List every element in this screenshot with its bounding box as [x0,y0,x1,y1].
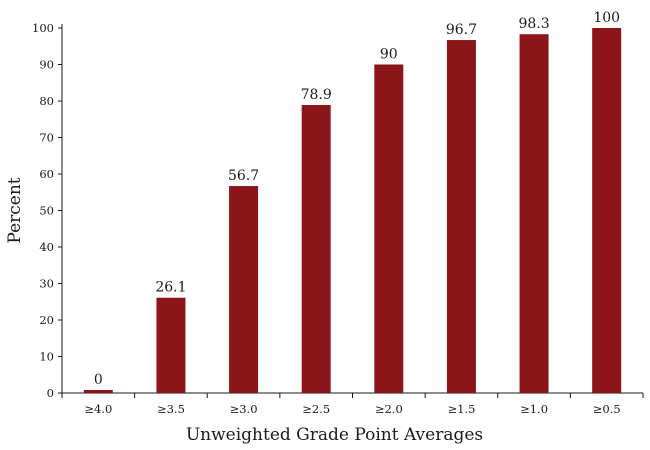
x-tick-label: ≥3.0 [230,402,258,416]
y-tick-label: 10 [39,350,54,364]
y-tick-label: 40 [39,240,54,254]
x-tick-label: ≥1.0 [520,402,548,416]
x-axis: ≥4.0 ≥3.5 ≥3.0 ≥2.5 ≥2.0 ≥1.5 ≥1.0 ≥0.5 [61,392,644,416]
bar-value-label: 98.3 [518,16,549,32]
y-tick-label: 0 [47,386,54,400]
bar-value-label: 90 [380,47,398,63]
y-tick-label: 70 [39,131,54,145]
y-tick-label: 100 [32,21,54,35]
y-tick-label: 50 [39,204,54,218]
bar-value-label: 100 [593,10,620,26]
x-tick-label: ≥1.5 [447,402,475,416]
y-axis: 0 10 20 30 40 50 60 70 80 90 100 [32,21,63,400]
x-tick-label: ≥3.5 [157,402,185,416]
y-tick-label: 30 [39,277,54,291]
x-tick-label: ≥4.0 [84,402,112,416]
bar [301,105,331,393]
bar-value-label: 96.7 [446,22,477,38]
bar-value-label: 0 [94,372,103,388]
bar-value-label: 78.9 [301,87,332,103]
bar [83,390,113,393]
bars [83,28,622,394]
y-tick-label: 90 [39,58,54,72]
x-tick-label: ≥0.5 [593,402,621,416]
x-tick-label: ≥2.5 [302,402,330,416]
y-axis-title: Percent [5,177,25,243]
bar-value-label: 56.7 [228,168,259,184]
y-tick-label: 20 [39,313,54,327]
bar [374,64,404,393]
x-axis-title: Unweighted Grade Point Averages [186,425,483,445]
y-tick-label: 80 [39,94,54,108]
data-labels: 0 26.1 56.7 78.9 90 96.7 98.3 100 [94,10,620,388]
bar-value-label: 26.1 [155,280,186,296]
y-tick-label: 60 [39,167,54,181]
x-tick-label: ≥2.0 [375,402,403,416]
bar [519,34,549,394]
bar [156,297,186,393]
bar [446,40,476,394]
bar [592,28,622,393]
bar [229,186,259,393]
